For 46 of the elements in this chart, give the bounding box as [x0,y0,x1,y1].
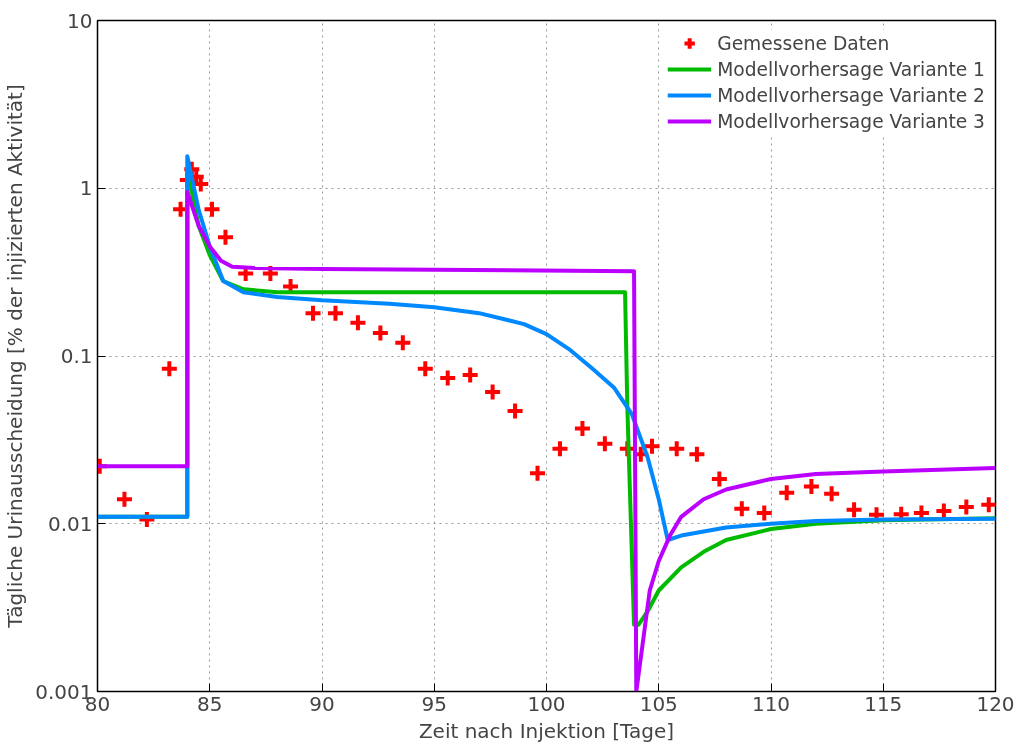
legend-label: Gemessene Daten [717,32,890,54]
point [732,499,752,519]
point [215,227,235,247]
x-tick-label: 90 [309,691,335,716]
point [801,476,821,496]
point [370,323,390,343]
point [438,368,458,388]
point [777,483,797,503]
x-tick-label: 120 [976,691,1015,716]
point [483,382,503,402]
legend-label: Modellvorhersage Variante 2 [717,84,985,106]
y-tick-label: 0.1 [60,344,93,368]
point [550,439,570,459]
point [595,434,615,454]
point [348,313,368,333]
x-tick-label: 100 [527,691,566,716]
point [687,444,707,464]
x-tick-label: 85 [197,691,223,716]
point [844,500,864,520]
point [667,439,687,459]
point [159,359,179,379]
point [114,489,134,509]
point [325,303,345,323]
point [415,359,435,379]
x-tick-label: 110 [751,691,791,716]
point [572,418,592,438]
point [822,484,842,504]
legend-label: Modellvorhersage Variante 3 [717,110,985,132]
x-tick-label: 115 [864,691,903,716]
point [528,463,548,483]
y-tick-label: 0.01 [47,511,93,536]
point [303,303,323,323]
y-tick-label: 1 [79,176,93,201]
x-tick-label: 95 [421,691,447,716]
point [956,497,976,517]
point [202,199,222,219]
point [709,469,729,489]
y-axis-title: Tägliche Urinausscheidung [% der injizierten Aktivität] [3,84,28,629]
y-tick-label: 10 [67,8,93,33]
point [393,333,413,353]
x-axis-title: Zeit nach Injektion [Tage] [418,718,675,743]
point [754,503,774,523]
point [505,401,525,421]
point [460,365,480,385]
legend-label: Modellvorhersage Variante 1 [717,58,985,80]
x-tick-label: 105 [639,691,678,716]
